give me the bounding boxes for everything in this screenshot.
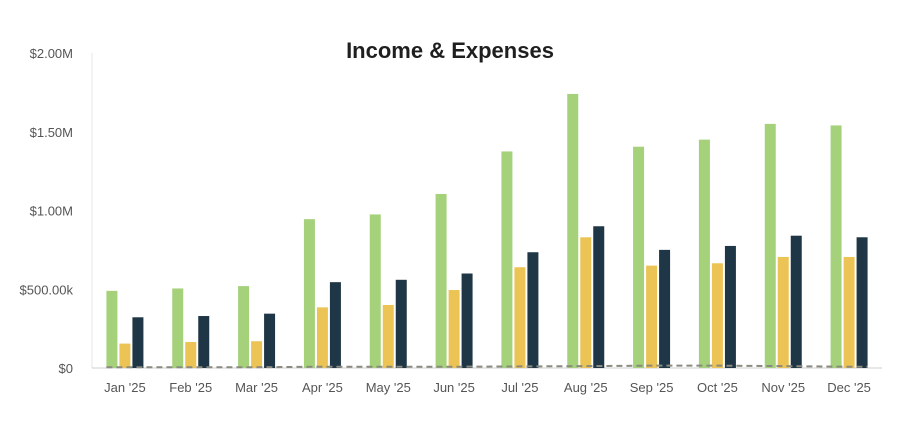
bar-series-3 [264, 313, 276, 368]
bar-series-1 [830, 125, 842, 368]
y-tick-label: $2.00M [30, 46, 73, 61]
x-tick-label: May '25 [366, 380, 411, 395]
x-tick-label: Sep '25 [630, 380, 674, 395]
y-tick-label: $1.50M [30, 125, 73, 140]
bar-series-3 [461, 273, 473, 368]
bar-series-2 [711, 263, 723, 368]
bar-series-3 [790, 235, 802, 368]
x-tick-label: Nov '25 [761, 380, 805, 395]
bar-series-1 [567, 93, 579, 368]
bar-series-2 [580, 237, 592, 368]
x-tick-label: Aug '25 [564, 380, 608, 395]
bar-series-1 [238, 286, 250, 368]
bar-series-3 [593, 226, 605, 368]
bar-series-2 [251, 341, 263, 368]
bar-series-2 [119, 343, 131, 368]
bar-series-1 [303, 219, 315, 368]
y-tick-label: $1.00M [30, 204, 73, 219]
bar-series-2 [843, 256, 855, 368]
bar-series-1 [501, 151, 513, 368]
bar-series-1 [435, 193, 447, 368]
bar-series-2 [185, 342, 197, 368]
bar-series-1 [764, 123, 776, 368]
bar-series-1 [369, 214, 381, 368]
bar-series-1 [633, 146, 645, 368]
x-tick-label: Apr '25 [302, 380, 343, 395]
bar-series-2 [646, 265, 658, 368]
bar-series-1 [172, 288, 184, 368]
bar-series-2 [448, 290, 460, 368]
net-line [106, 364, 868, 369]
bar-series-3 [527, 252, 539, 368]
bar-series-3 [856, 237, 868, 368]
bar-series-2 [316, 307, 328, 368]
bar-series-3 [198, 316, 210, 368]
x-tick-label: Dec '25 [827, 380, 871, 395]
bar-series-2 [382, 305, 394, 368]
bar-series-3 [132, 317, 144, 368]
x-tick-label: Jun '25 [433, 380, 475, 395]
bar-series-3 [395, 279, 407, 368]
bar-series-3 [659, 249, 671, 368]
bar-series-1 [698, 139, 710, 368]
x-tick-label: Jan '25 [104, 380, 146, 395]
x-tick-label: Mar '25 [235, 380, 278, 395]
chart-title: Income & Expenses [346, 38, 554, 63]
bar-series-2 [777, 256, 789, 368]
x-tick-label: Feb '25 [169, 380, 212, 395]
x-tick-label: Jul '25 [501, 380, 538, 395]
bar-series-3 [724, 245, 736, 368]
bar-series-1 [106, 290, 118, 368]
y-tick-label: $500.00k [20, 282, 74, 297]
y-tick-label: $0 [59, 361, 73, 376]
x-tick-label: Oct '25 [697, 380, 738, 395]
bar-series-2 [514, 267, 526, 368]
bar-series-3 [329, 282, 341, 368]
